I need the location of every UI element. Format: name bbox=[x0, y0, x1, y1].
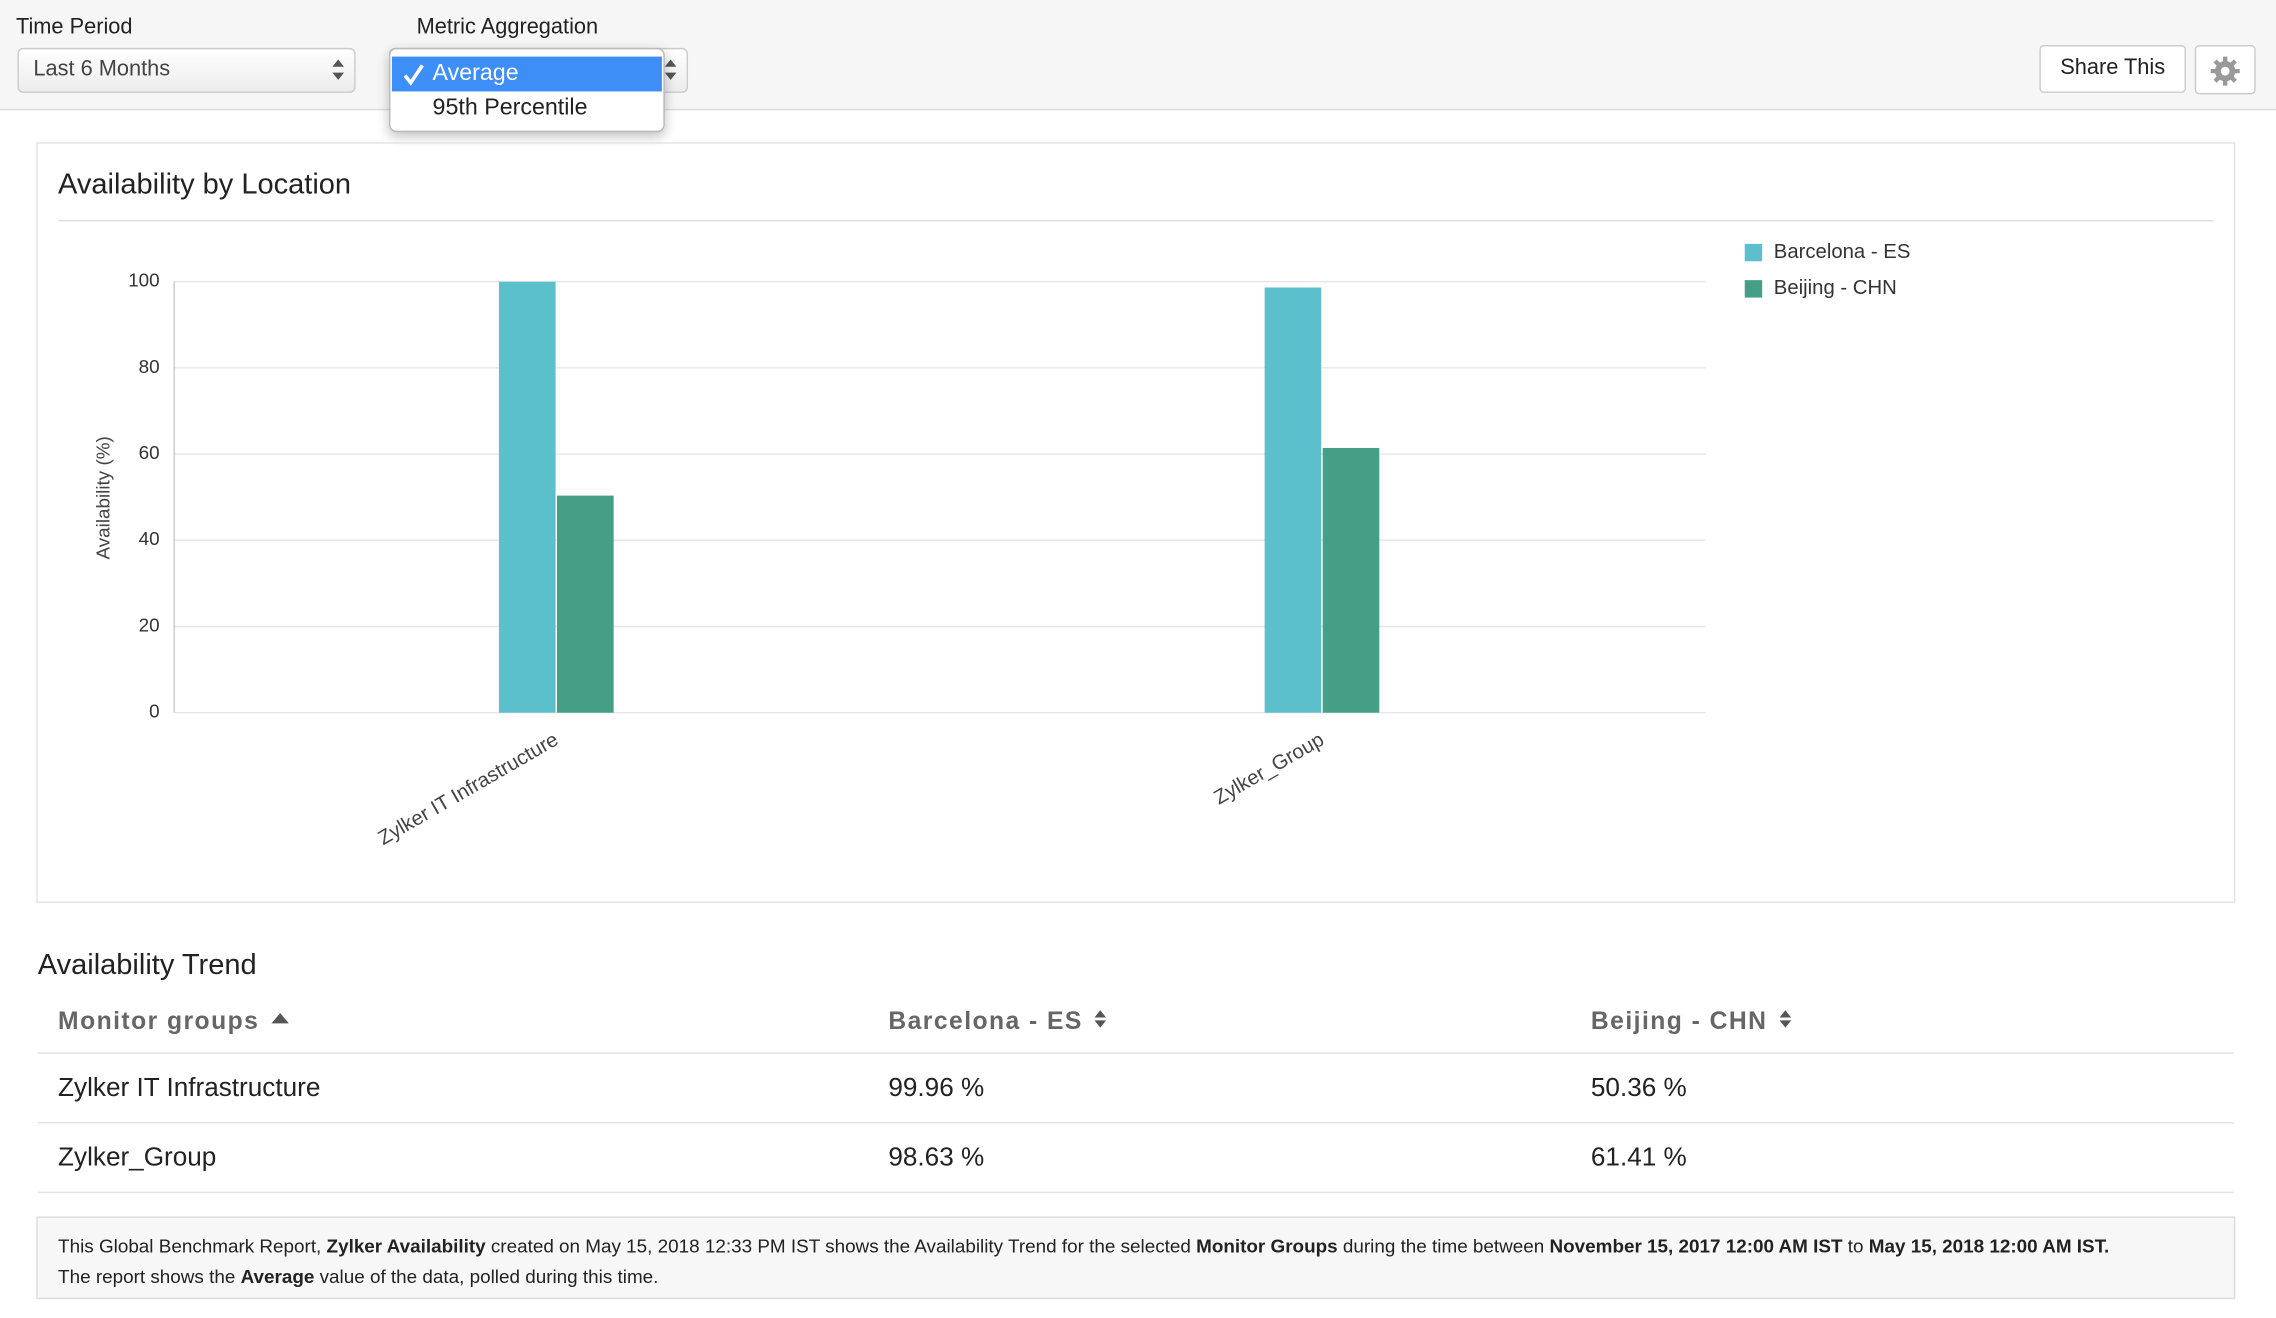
column-header[interactable]: Barcelona - ES bbox=[888, 1007, 1114, 1036]
toolbar: Time Period Last 6 Months Metric Aggrega… bbox=[0, 0, 2276, 133]
report-footer: This Global Benchmark Report, Zylker Ava… bbox=[36, 1216, 2236, 1300]
sort-icon[interactable] bbox=[1776, 1007, 1799, 1030]
legend-swatch bbox=[1744, 280, 1763, 298]
select-arrows bbox=[664, 59, 677, 80]
checkmark bbox=[403, 64, 424, 86]
bar bbox=[557, 495, 614, 713]
chart-title: Availability by Location bbox=[58, 168, 351, 200]
footer-text: May 15, 2018 12:00 AM IST. bbox=[1868, 1235, 2110, 1258]
footer-line: The report shows the Average value of th… bbox=[58, 1261, 2214, 1291]
row-divider bbox=[37, 1191, 2234, 1194]
footer-text: created on May 15, 2018 12:33 PM IST sho… bbox=[485, 1235, 1197, 1258]
footer-text: value of the data, polled during this ti… bbox=[314, 1265, 659, 1288]
select-arrows bbox=[332, 59, 345, 80]
x-tick-label: Zylker_Group bbox=[1210, 729, 1328, 810]
y-tick-label: 0 bbox=[149, 701, 160, 722]
footer-text: This Global Benchmark Report, bbox=[58, 1235, 327, 1258]
option[interactable]: Average bbox=[432, 60, 519, 86]
table-cell: Zylker_Group bbox=[58, 1142, 217, 1172]
time-period-label: Time Period bbox=[15, 14, 133, 40]
row-divider bbox=[37, 1122, 2234, 1124]
bar bbox=[1322, 447, 1380, 713]
footer-text: during the time between bbox=[1337, 1235, 1550, 1258]
settings-button[interactable] bbox=[2194, 44, 2256, 95]
footer-text: Average bbox=[240, 1265, 315, 1288]
chart: Availability by Location Availability (%… bbox=[58, 168, 2214, 850]
row-divider bbox=[37, 1052, 2234, 1054]
option[interactable]: 95th Percentile bbox=[432, 95, 588, 121]
chart-card bbox=[36, 142, 2236, 903]
column-header[interactable]: Monitor groups bbox=[58, 1007, 291, 1036]
bar bbox=[1264, 287, 1322, 713]
legend-label: Barcelona - ES bbox=[1774, 241, 1911, 263]
footer-line: This Global Benchmark Report, Zylker Ava… bbox=[58, 1231, 2214, 1261]
bar bbox=[498, 281, 556, 713]
sort-icon[interactable] bbox=[1092, 1007, 1115, 1030]
footer-text: to bbox=[1842, 1235, 1869, 1258]
dropdown-menu: Average 95th Percentile bbox=[389, 47, 665, 133]
sort-icon[interactable] bbox=[268, 1007, 291, 1030]
time-period-select[interactable]: Last 6 Months bbox=[17, 47, 356, 93]
footer-text: Monitor Groups bbox=[1196, 1235, 1338, 1258]
legend-swatch bbox=[1744, 243, 1763, 262]
table-cell: 50.36 % bbox=[1590, 1072, 1687, 1102]
share-button[interactable]: Share This bbox=[2039, 44, 2187, 93]
footer-text: November 15, 2017 12:00 AM IST bbox=[1549, 1235, 1843, 1258]
y-tick-label: 20 bbox=[139, 614, 160, 635]
table-title: Availability Trend bbox=[37, 949, 257, 982]
legend-label: Beijing - CHN bbox=[1774, 277, 1897, 299]
table-cell: 98.63 % bbox=[888, 1142, 985, 1172]
column-header[interactable]: Beijing - CHN bbox=[1591, 1007, 1799, 1036]
metric-label: Metric Aggregation bbox=[416, 14, 599, 40]
table-cell: Zylker IT Infrastructure bbox=[58, 1072, 321, 1102]
table-cell: 61.41 % bbox=[1590, 1142, 1687, 1172]
y-tick-label: 60 bbox=[139, 442, 160, 463]
table-cell: 99.96 % bbox=[888, 1072, 985, 1102]
gear-icon bbox=[2210, 56, 2240, 86]
x-tick-label: Zylker IT Infrastructure bbox=[375, 729, 563, 850]
y-axis-label: Availability (%) bbox=[92, 436, 113, 559]
highlighted-option[interactable] bbox=[391, 56, 662, 92]
footer-text: The report shows the bbox=[58, 1265, 241, 1288]
y-tick-label: 80 bbox=[139, 356, 160, 377]
y-tick-label: 100 bbox=[128, 270, 159, 291]
footer-text: Zylker Availability bbox=[326, 1235, 486, 1258]
y-tick-label: 40 bbox=[139, 528, 160, 549]
